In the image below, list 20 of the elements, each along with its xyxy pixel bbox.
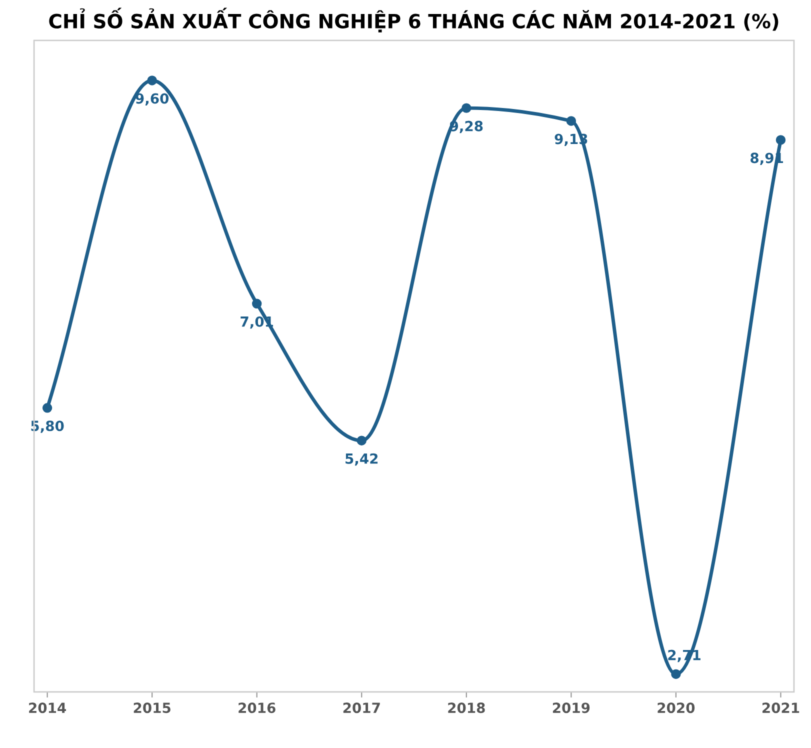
x-tick-label: 2021 — [762, 702, 800, 714]
x-tick-label: 2019 — [552, 702, 590, 714]
data-label: 5,80 — [31, 420, 64, 433]
point — [776, 135, 786, 145]
data-label: 9,60 — [136, 93, 169, 106]
chart-title: CHỈ SỐ SẢN XUẤT CÔNG NGHIỆP 6 THÁNG CÁC NĂM 2014-2021 (%) — [49, 8, 778, 32]
x-tick-label: 2014 — [29, 702, 66, 714]
x-tick-label: 2016 — [238, 702, 276, 714]
data-label: 5,42 — [346, 453, 378, 466]
point — [462, 103, 472, 113]
point — [147, 76, 157, 86]
x-tick-label: 2017 — [343, 702, 380, 714]
point — [566, 116, 576, 126]
point — [252, 298, 262, 308]
x-tick-label: 2020 — [658, 702, 695, 714]
point — [42, 403, 52, 413]
point — [671, 669, 681, 679]
x-tick-label: 2018 — [448, 702, 485, 714]
point — [356, 436, 366, 446]
x-tick-label: 2015 — [134, 702, 170, 714]
